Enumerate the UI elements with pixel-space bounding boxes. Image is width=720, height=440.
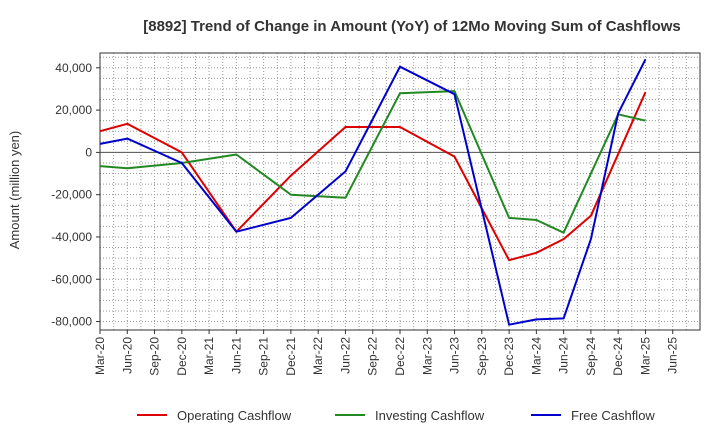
chart-title: [8892] Trend of Change in Amount (YoY) o… — [143, 18, 681, 35]
grid-lines — [99, 53, 701, 330]
y-tick-label: -40,000 — [51, 230, 92, 244]
y-tick-label: 20,000 — [55, 103, 92, 117]
x-tick-label: Jun-25 — [666, 337, 680, 374]
x-tick-label: Jun-21 — [229, 337, 243, 374]
series-line-operating-cashflow — [99, 91, 647, 262]
x-tick-label: Mar-23 — [420, 337, 434, 375]
x-tick-label: Sep-23 — [475, 337, 489, 376]
y-tick-label: 0 — [85, 145, 92, 159]
x-tick-label: Sep-21 — [257, 337, 271, 376]
x-tick-label: Jun-22 — [338, 337, 352, 374]
x-tick-label: Dec-21 — [284, 337, 298, 376]
y-axis-ticks: 40,000 20,000 0 -20,000 -40,000 -60,000 -80,00… — [51, 61, 100, 329]
x-tick-label: Sep-22 — [366, 337, 380, 376]
legend: Operating Cashflow Investing Cashflow Free… — [137, 408, 655, 423]
x-tick-label: Sep-20 — [148, 337, 162, 376]
x-tick-label: Dec-20 — [175, 337, 189, 376]
x-tick-label: Jun-20 — [120, 337, 134, 374]
y-tick-label: -20,000 — [51, 188, 92, 202]
x-tick-label: Dec-23 — [502, 337, 516, 376]
x-tick-label: Mar-21 — [202, 337, 216, 375]
series-layer — [99, 58, 647, 326]
x-tick-label: Jun-24 — [557, 337, 571, 374]
legend-label: Operating Cashflow — [177, 408, 292, 423]
y-tick-label: 40,000 — [55, 61, 92, 75]
y-tick-label: -80,000 — [51, 315, 92, 329]
x-axis-ticks: Mar-20 Jun-20 Sep-20 Dec-20 Mar-21 Jun-21 Sep-… — [93, 330, 680, 376]
y-tick-label: -60,000 — [51, 272, 92, 286]
x-tick-label: Mar-20 — [93, 337, 107, 375]
x-tick-label: Mar-22 — [311, 337, 325, 375]
x-tick-label: Dec-24 — [611, 337, 625, 376]
x-tick-label: Jun-23 — [448, 337, 462, 374]
x-tick-label: Dec-22 — [393, 337, 407, 376]
legend-label: Investing Cashflow — [375, 408, 485, 423]
x-tick-label: Mar-25 — [638, 337, 652, 375]
series-line-free-cashflow — [99, 58, 647, 326]
x-tick-label: Sep-24 — [584, 337, 598, 376]
legend-label: Free Cashflow — [571, 408, 655, 423]
x-tick-label: Mar-24 — [529, 337, 543, 375]
y-axis-label: Amount (million yen) — [7, 131, 22, 250]
